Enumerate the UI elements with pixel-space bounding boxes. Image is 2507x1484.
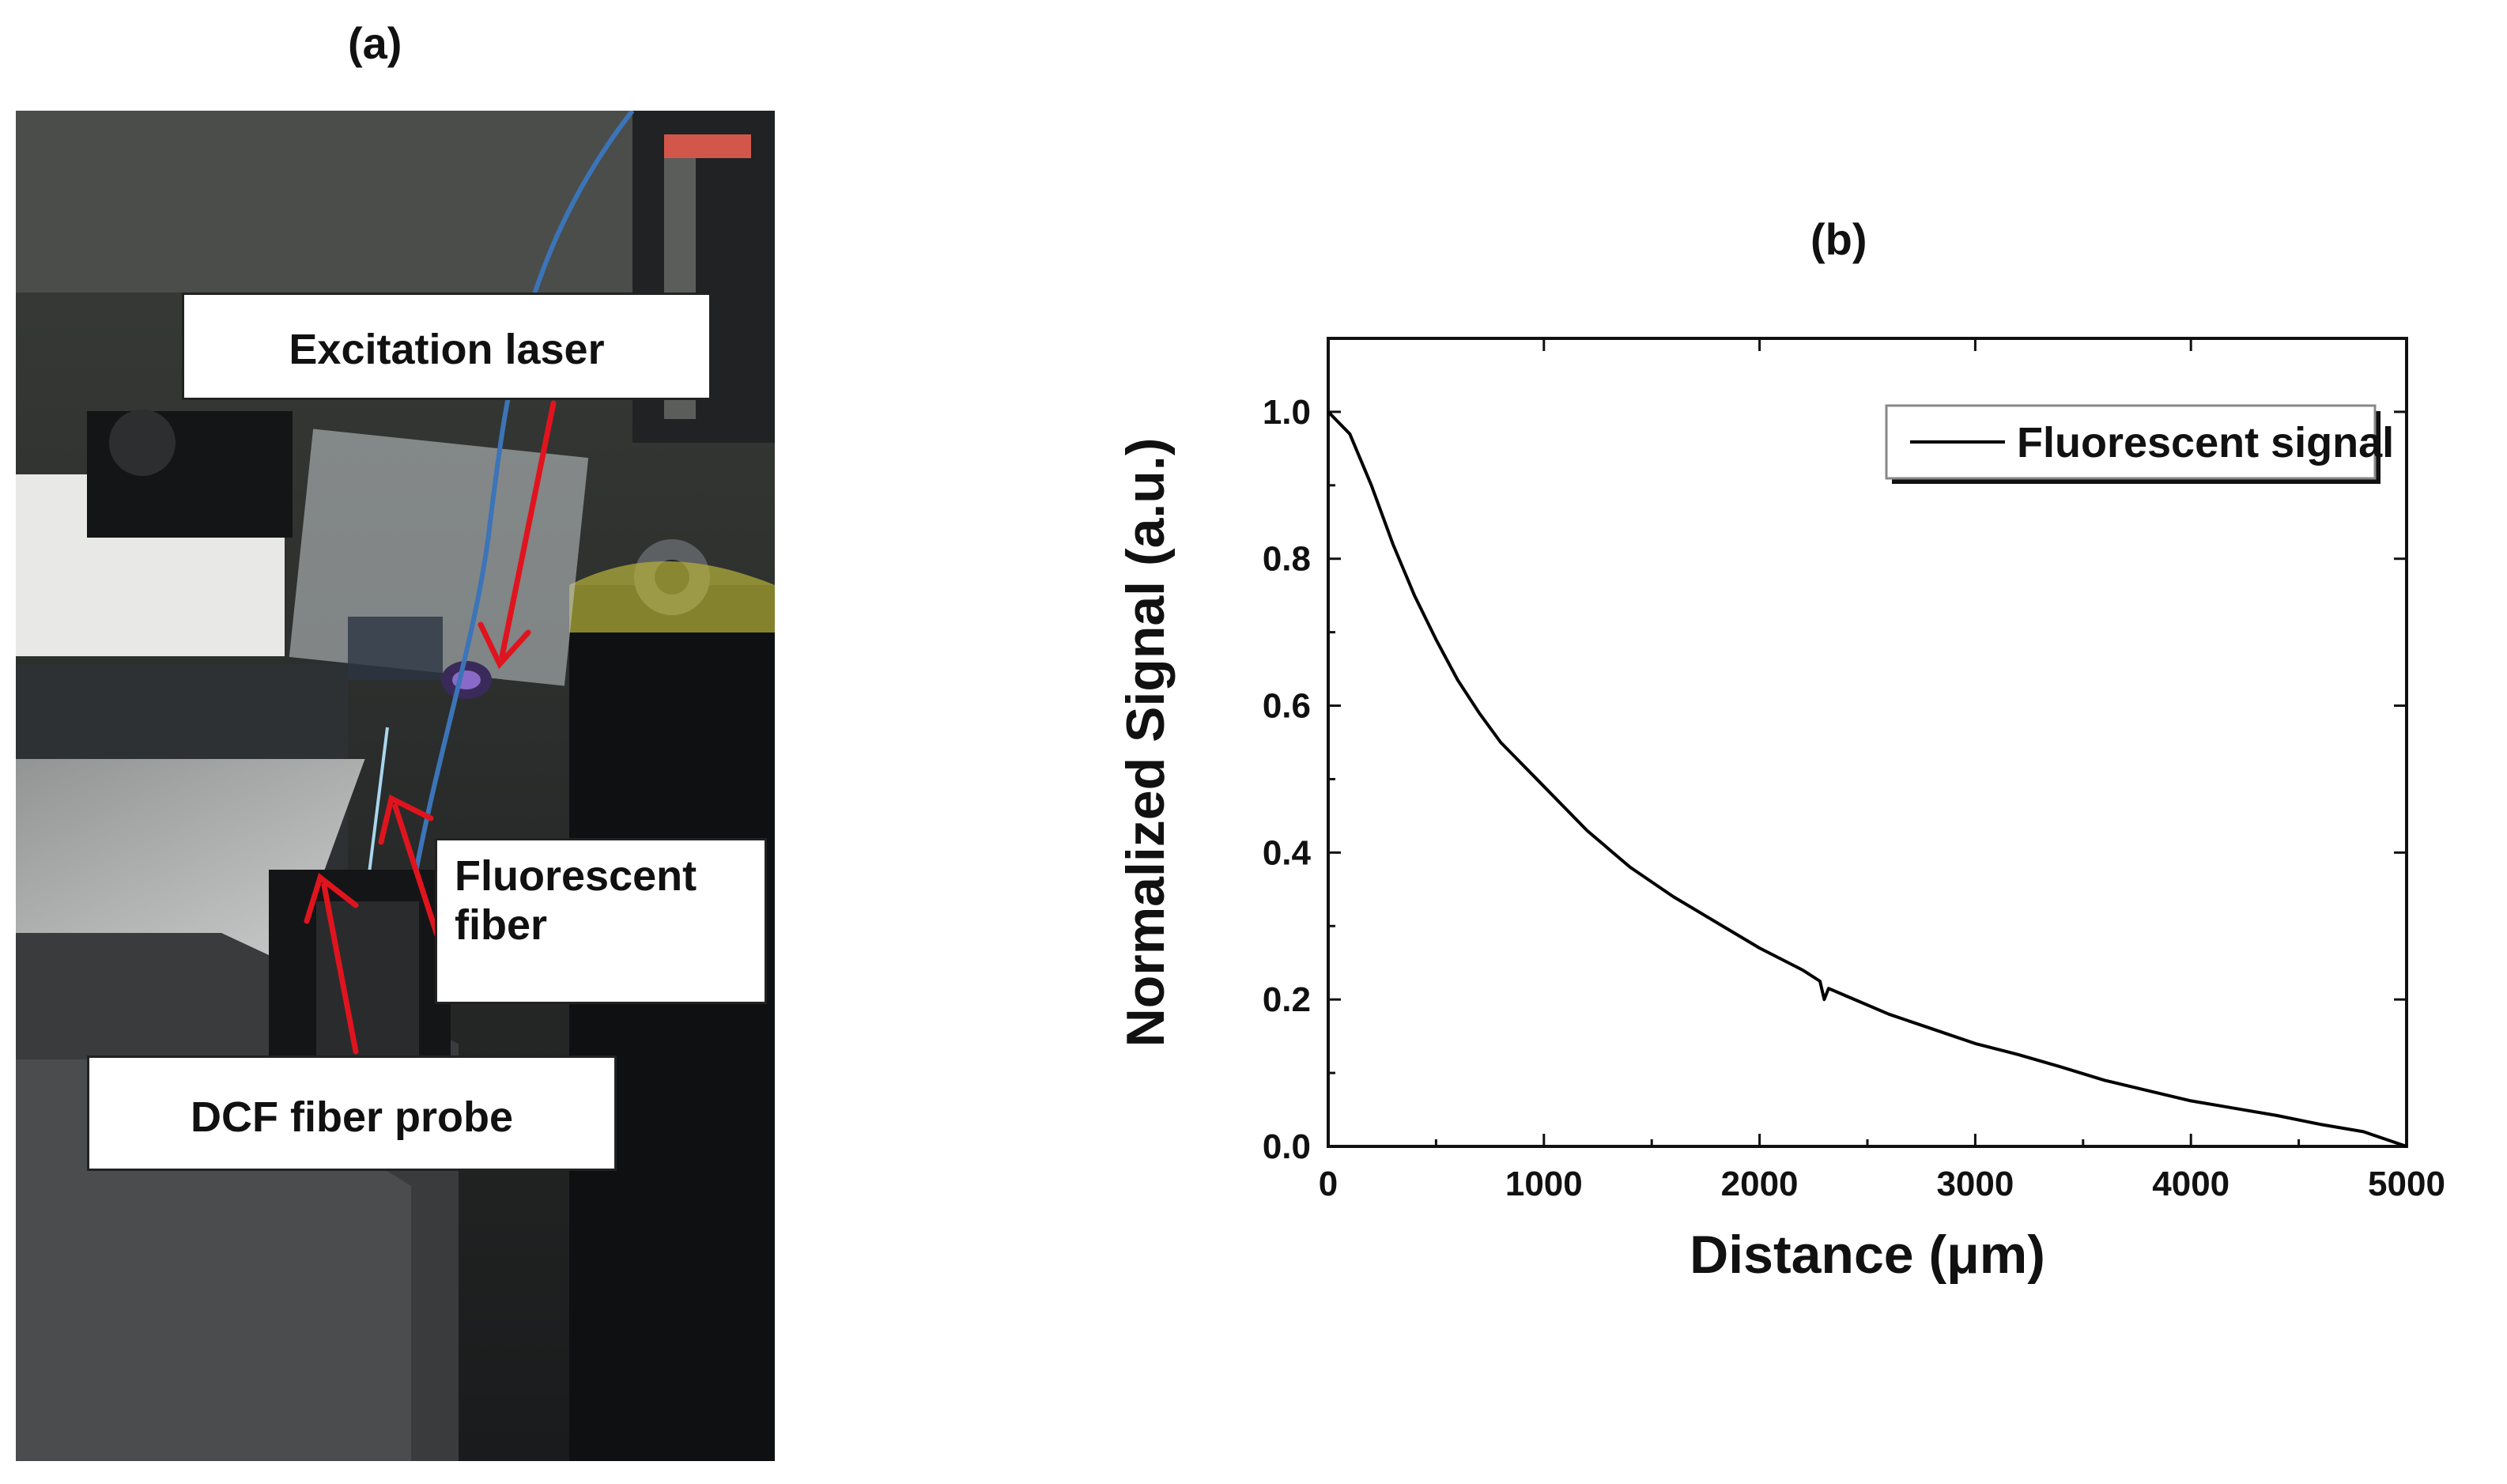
callout-fluorescent-line2: fiber: [455, 901, 548, 950]
y-tick-label: 0.6: [1263, 687, 1311, 726]
y-axis-title: Normalized Signal (a.u.): [1116, 438, 1176, 1048]
series-line-fluorescent-signal: [1327, 410, 2407, 1148]
signal-line-chart: 0 1000 2000 3000 4000 5000 0.0 0.2 0.4 0.6 0.8 1.0 D…: [1116, 337, 2445, 1285]
plot-area: 0 1000 2000 3000 4000 5000 0.0 0.2 0.4 0.6 0.8 1.0 D…: [1116, 337, 2445, 1285]
x-tick-label: 1000: [1505, 1165, 1583, 1203]
x-axis-title: Distance (μm): [1690, 1225, 2045, 1285]
x-tick-label: 4000: [2152, 1165, 2229, 1203]
x-tick-label: 2000: [1721, 1165, 1799, 1203]
y-tick-label: 0.0: [1263, 1127, 1311, 1166]
panel-a-label: (a): [348, 18, 402, 68]
x-tick-label: 0: [1319, 1165, 1338, 1203]
y-tick-label: 0.2: [1263, 980, 1311, 1019]
y-tick-label: 0.8: [1263, 540, 1311, 579]
panel-b-label: (b): [1810, 214, 1867, 264]
callout-excitation-laser: Excitation laser: [182, 293, 712, 400]
callout-fluorescent-fiber: Fluorescent fiber: [435, 838, 767, 1004]
y-tick-label: 0.4: [1263, 833, 1312, 872]
callout-fluorescent-line1: Fluorescent: [455, 852, 697, 900]
x-tick-label: 3000: [1936, 1165, 2014, 1203]
callout-dcf-fiber-probe: DCF fiber probe: [87, 1055, 617, 1171]
x-tick-label: 5000: [2368, 1165, 2445, 1203]
y-tick-label: 1.0: [1263, 393, 1311, 432]
legend-label: Fluorescent signal: [2017, 419, 2394, 466]
